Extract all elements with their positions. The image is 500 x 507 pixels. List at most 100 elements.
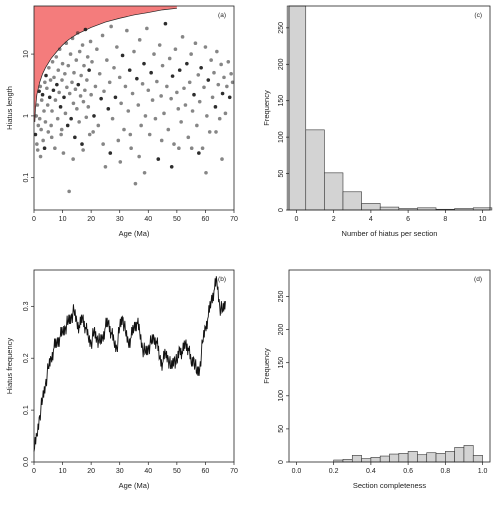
data-point	[96, 123, 101, 128]
histogram-bar	[398, 453, 409, 463]
y-axis-label: Frequency	[262, 348, 271, 384]
data-point	[170, 74, 175, 78]
data-point	[65, 123, 70, 128]
y-tick-label: 0.1	[23, 173, 30, 183]
data-point	[58, 105, 63, 109]
histogram-bar	[472, 455, 483, 463]
y-tick-label: 10	[23, 50, 30, 58]
data-point	[142, 170, 147, 175]
panel-d: 0.0 0.2 0.4 0.6 0.8 1.0 0 50 100 150 200 250 Section…	[262, 269, 491, 490]
x-tick-label: 40	[144, 216, 152, 223]
data-point	[49, 123, 53, 128]
data-point	[34, 132, 38, 137]
data-point	[132, 49, 136, 54]
data-point	[152, 52, 156, 56]
data-point	[217, 116, 222, 121]
data-point	[38, 154, 43, 159]
data-point	[53, 98, 58, 102]
data-point	[99, 96, 103, 101]
data-point	[115, 45, 119, 49]
data-point	[206, 78, 211, 82]
data-point	[153, 116, 158, 121]
data-point	[159, 94, 163, 98]
data-point	[68, 52, 73, 56]
data-point	[165, 84, 169, 89]
histogram-bar	[417, 454, 428, 463]
x-axis-label: Number of hiatus per section	[342, 229, 438, 238]
data-point	[204, 170, 208, 175]
data-point	[40, 92, 45, 97]
data-point	[52, 75, 56, 80]
data-point	[176, 107, 181, 111]
data-point	[137, 154, 141, 159]
data-point	[83, 27, 88, 32]
histogram-bar	[407, 451, 418, 463]
data-point	[105, 58, 109, 62]
x-tick-label: 10	[59, 216, 67, 223]
plot-frame	[288, 5, 491, 211]
y-tick-label: 100	[278, 131, 285, 143]
data-point	[195, 123, 199, 128]
data-point	[72, 70, 76, 75]
data-point	[47, 65, 51, 70]
data-point	[116, 138, 121, 143]
y-tick-label: 50	[278, 170, 285, 178]
data-point	[173, 47, 178, 51]
histogram-bar	[445, 451, 455, 463]
data-point	[207, 130, 212, 134]
data-point	[63, 111, 68, 116]
data-point	[61, 151, 66, 155]
data-point	[43, 80, 47, 85]
data-point	[172, 142, 176, 146]
data-point	[53, 146, 57, 151]
x-tick-label: 10	[479, 216, 487, 223]
data-point	[82, 63, 86, 68]
data-point	[216, 82, 221, 87]
data-point	[42, 146, 47, 151]
data-point	[49, 135, 54, 140]
data-point	[110, 116, 115, 121]
data-point	[69, 116, 73, 121]
data-point	[210, 95, 215, 100]
y-tick-label: 250	[278, 291, 285, 303]
data-point	[74, 58, 79, 62]
data-point	[62, 95, 66, 100]
data-point	[75, 107, 79, 111]
x-tick-label: 60	[202, 216, 210, 223]
data-point	[145, 26, 149, 31]
histogram-bar	[342, 191, 362, 211]
data-point	[127, 68, 132, 72]
data-point	[122, 127, 126, 132]
data-point	[185, 61, 189, 66]
data-point	[219, 62, 223, 67]
data-point	[42, 109, 46, 113]
histogram-bar	[435, 453, 446, 463]
data-point	[120, 53, 125, 58]
data-point	[50, 60, 55, 64]
x-tick-label: 70	[230, 468, 238, 475]
x-tick-label: 0	[294, 216, 298, 223]
data-point	[128, 132, 133, 137]
data-point	[183, 103, 188, 107]
data-point	[41, 138, 45, 143]
data-point	[35, 148, 40, 152]
data-point	[118, 160, 123, 164]
x-tick-label: 6	[406, 216, 410, 223]
data-point	[35, 103, 40, 107]
x-tick-label: 60	[202, 468, 210, 475]
data-point	[56, 68, 61, 72]
y-tick-label: 0.2	[23, 353, 30, 363]
histogram-bar	[454, 447, 465, 463]
plot-frame	[288, 269, 491, 463]
data-point	[227, 95, 232, 100]
data-point	[123, 84, 128, 89]
data-point	[129, 146, 133, 151]
data-point	[147, 132, 152, 137]
x-axis-label: Age (Ma)	[119, 481, 150, 490]
data-point	[39, 127, 43, 132]
data-point	[35, 142, 39, 146]
y-axis-label: Hiatus frequency	[5, 338, 14, 395]
data-point	[137, 38, 142, 42]
y-tick-label: 50	[278, 425, 285, 433]
